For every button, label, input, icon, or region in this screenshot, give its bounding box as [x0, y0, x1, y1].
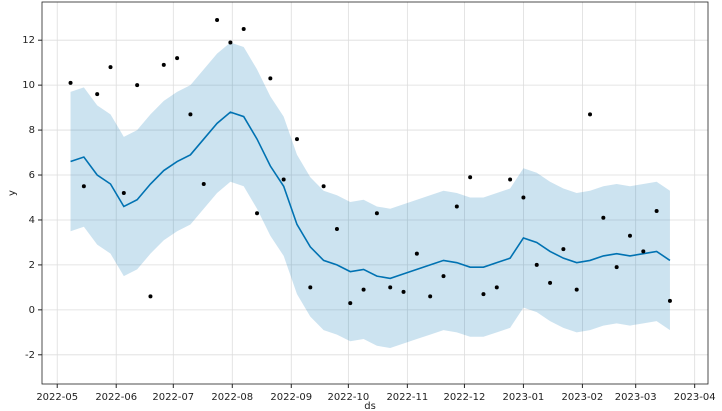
observed-point: [294, 137, 299, 142]
forecast-line: [70, 111, 671, 280]
x-tick-label: 2023-03: [615, 392, 657, 403]
observed-point: [401, 289, 406, 294]
observed-point: [188, 112, 193, 117]
observed-point: [508, 177, 513, 182]
observed-point: [641, 249, 646, 254]
y-tick-label: 2: [29, 260, 35, 271]
y-tick-label: 4: [29, 215, 35, 226]
observed-point: [428, 294, 433, 299]
observed-point: [148, 294, 153, 299]
x-tick-label: 2022-08: [211, 392, 253, 403]
observed-point: [627, 233, 632, 238]
observed-point: [481, 292, 486, 297]
observed-point: [228, 40, 233, 45]
observed-point: [521, 195, 526, 200]
x-tick-label: 2022-05: [36, 392, 78, 403]
observed-point: [321, 184, 326, 189]
observed-point: [454, 204, 459, 209]
observed-point: [414, 251, 419, 256]
y-tick-label: 12: [22, 35, 35, 46]
observed-point: [574, 287, 579, 292]
x-tick-label: 2022-06: [95, 392, 137, 403]
observed-point: [161, 62, 166, 67]
x-tick-label: 2022-12: [444, 392, 486, 403]
observed-point: [81, 184, 86, 189]
uncertainty-band: [70, 42, 670, 349]
observed-point: [201, 182, 206, 187]
observed-point: [308, 285, 313, 290]
observed-point: [654, 208, 659, 213]
observed-point: [468, 175, 473, 180]
observed-point: [241, 26, 246, 31]
observed-point: [361, 287, 366, 292]
y-tick-label: -2: [25, 350, 35, 361]
observed-point: [135, 83, 140, 88]
observed-point: [334, 226, 339, 231]
observed-point: [68, 80, 73, 85]
observed-point: [601, 215, 606, 220]
x-tick-label: 2023-02: [562, 392, 604, 403]
observed-point: [121, 191, 126, 195]
observed-point: [614, 265, 619, 270]
y-tick-label: 8: [29, 125, 35, 136]
x-tick-label: 2022-07: [152, 392, 194, 403]
observed-point: [255, 211, 260, 216]
x-tick-label: 2022-10: [327, 392, 369, 403]
x-tick-label: 2022-09: [270, 392, 312, 403]
observed-point: [561, 247, 566, 252]
observed-point: [348, 301, 353, 306]
observed-point: [95, 92, 100, 97]
y-tick-label: 0: [29, 305, 35, 316]
x-tick-label: 2023-04: [674, 392, 716, 403]
observed-point: [268, 76, 273, 81]
observed-point: [108, 65, 113, 70]
observed-point: [441, 274, 446, 279]
observed-point: [494, 285, 499, 290]
x-axis-label: ds: [364, 401, 376, 411]
observed-point: [374, 211, 379, 216]
observed-point: [588, 112, 593, 117]
observed-point: [534, 262, 539, 267]
observed-point: [667, 298, 672, 303]
observed-point: [175, 56, 180, 61]
plot-frame: [41, 1, 709, 385]
y-axis-label: y: [7, 190, 18, 196]
x-tick-label: 2022-11: [386, 392, 428, 403]
observed-point: [215, 17, 220, 22]
y-tick-label: 10: [22, 80, 35, 91]
observed-point: [548, 280, 553, 285]
y-tick-label: 6: [29, 170, 35, 181]
observed-point: [388, 285, 393, 290]
observed-point: [281, 177, 286, 182]
x-tick-label: 2023-01: [503, 392, 545, 403]
